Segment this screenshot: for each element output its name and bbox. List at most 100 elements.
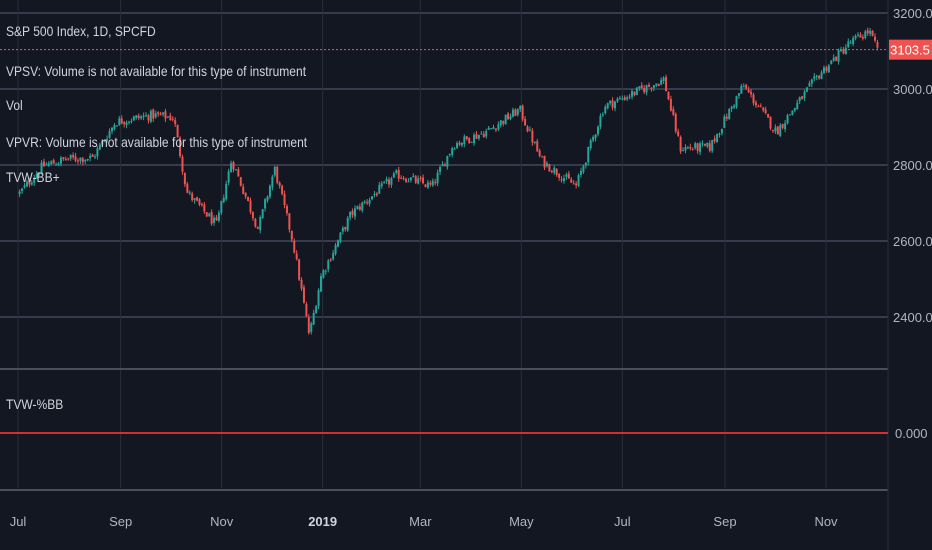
candle-body (373, 194, 376, 196)
candle-body (575, 183, 578, 186)
time-tick-label: Mar (409, 514, 432, 529)
candle-body (21, 188, 24, 192)
candle-body (424, 184, 427, 187)
candle-body (446, 156, 449, 167)
candle-body (339, 232, 342, 242)
candle-body (643, 87, 646, 93)
candle-body (857, 34, 860, 36)
candle-body (405, 178, 408, 182)
candle-body (371, 196, 374, 200)
candle-body (72, 155, 75, 158)
candle-body (565, 174, 568, 177)
candle-body (244, 192, 247, 197)
candle-body (142, 115, 145, 117)
candle-body (796, 102, 799, 110)
candle-body (813, 76, 816, 79)
candle-body (137, 115, 140, 118)
candle-body (844, 47, 847, 55)
candle-body (835, 56, 838, 61)
indicator-label-tvw-bb[interactable]: TVW-BB+ (6, 169, 60, 185)
candle-body (448, 153, 451, 155)
candle-body (752, 94, 755, 104)
candle-body (395, 170, 398, 173)
candle-body (723, 116, 726, 128)
candle-body (660, 79, 663, 85)
candle-body (477, 134, 480, 139)
candle-body (555, 168, 558, 176)
candle-body (426, 182, 429, 188)
candle-body (96, 148, 99, 157)
candle-body (650, 87, 653, 89)
candle-body (307, 317, 310, 333)
oscillator-title[interactable]: TVW-%BB (6, 396, 64, 412)
candle-body (638, 86, 641, 89)
candle-body (273, 166, 276, 176)
time-tick-label: Nov (814, 514, 838, 529)
time-axis[interactable]: Jul Sep Nov 2019 Mar May Jul Sep Nov (10, 514, 838, 529)
candle-body (691, 149, 694, 151)
candle-body (633, 91, 636, 96)
candle-body (120, 118, 123, 124)
candle-body (463, 136, 466, 145)
candle-body (786, 115, 789, 124)
candle-body (259, 217, 262, 231)
candle-body (106, 138, 109, 141)
candle-body (545, 163, 548, 167)
candle-body (720, 128, 723, 134)
candle-body (91, 154, 94, 157)
candle-body (652, 85, 655, 88)
candle-body (839, 49, 842, 52)
candle-body (866, 30, 869, 34)
candle-body (264, 199, 267, 209)
chart-title[interactable]: S&P 500 Index, 1D, SPCFD (6, 23, 156, 39)
candle-body (621, 98, 624, 100)
time-tick-label: 2019 (308, 514, 337, 529)
candle-body (110, 127, 113, 132)
indicator-label-vol[interactable]: Vol (6, 97, 23, 113)
candle-body (742, 86, 745, 88)
indicator-label-vpsv[interactable]: VPSV: Volume is not available for this t… (6, 63, 307, 79)
candle-body (558, 173, 561, 178)
candle-body (429, 183, 432, 185)
candle-body (487, 127, 490, 130)
indicator-label-vpvr[interactable]: VPVR: Volume is not available for this t… (6, 134, 308, 150)
candle-body (132, 116, 135, 121)
candle-body (256, 226, 259, 229)
candle-body (232, 162, 235, 170)
candle-body (599, 115, 602, 127)
candle-body (587, 146, 590, 163)
price-axis[interactable]: 3200.0 3000.0 2800.0 2600.0 2400.0 (893, 6, 932, 325)
candle-body (225, 183, 228, 200)
candle-body (407, 181, 410, 183)
candle-body (123, 122, 126, 125)
candle-body (611, 100, 614, 108)
time-tick-label: Nov (210, 514, 234, 529)
candle-body (419, 177, 422, 179)
candle-body (230, 163, 233, 173)
candle-body (560, 179, 563, 181)
candle-body (349, 211, 352, 218)
candle-body (735, 96, 738, 107)
candle-body (699, 143, 702, 153)
candle-body (414, 176, 417, 183)
candle-body (810, 79, 813, 84)
candle-body (497, 124, 500, 130)
candle-body (89, 155, 92, 158)
candlestick-series (18, 27, 879, 335)
candle-body (473, 134, 476, 144)
candle-body (200, 204, 203, 206)
candle-body (507, 113, 510, 120)
candle-body (572, 183, 575, 185)
candle-body (344, 226, 347, 230)
price-tick-label: 3000.0 (893, 82, 932, 97)
candle-body (453, 148, 456, 150)
candle-body (847, 41, 850, 47)
candle-body (74, 156, 77, 161)
candle-body (18, 191, 21, 194)
candle-body (249, 200, 252, 213)
candle-body (531, 130, 534, 143)
candle-body (589, 140, 592, 149)
